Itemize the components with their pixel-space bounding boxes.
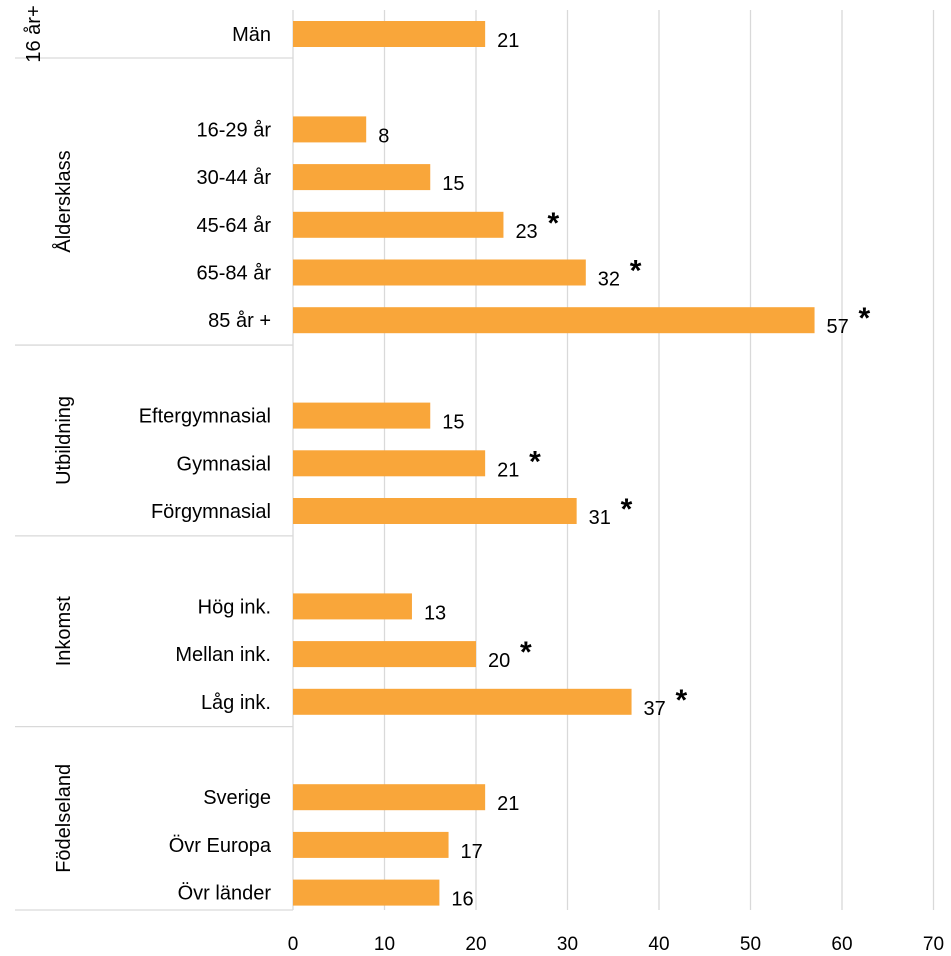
category-label: Hög ink. <box>198 596 271 618</box>
group-label: Utbildning <box>53 396 75 485</box>
data-label: 15 <box>442 412 464 434</box>
bar <box>293 498 577 524</box>
significance-marker: * <box>676 684 688 717</box>
bar <box>293 402 431 429</box>
category-label: Mellan ink. <box>175 644 271 666</box>
bar <box>293 21 486 47</box>
group-label: Åldersklass <box>52 150 75 252</box>
bar <box>293 641 476 668</box>
bar <box>293 784 486 811</box>
data-label: 16 <box>451 889 473 911</box>
data-label: 20 <box>488 650 510 672</box>
category-label: 30-44 år <box>197 167 272 189</box>
category-label: 65-84 år <box>197 263 272 285</box>
gridlines <box>15 10 935 911</box>
data-label: 17 <box>461 841 483 863</box>
x-tick-label: 40 <box>648 934 669 955</box>
category-label: Eftergymnasial <box>139 406 271 428</box>
bar <box>293 593 412 620</box>
category-label: 45-64 år <box>197 215 272 237</box>
significance-marker: * <box>547 207 559 240</box>
bar <box>293 879 440 906</box>
data-label: 31 <box>589 507 611 529</box>
significance-marker: * <box>630 255 642 288</box>
bar <box>293 450 486 477</box>
group-separators <box>15 57 293 728</box>
category-label: Övr länder <box>178 883 272 905</box>
data-label: 37 <box>644 698 666 720</box>
data-label: 13 <box>424 602 446 624</box>
data-label: 21 <box>497 30 519 52</box>
data-label: 21 <box>497 459 519 481</box>
category-label: Män <box>232 24 271 46</box>
significance-marker: * <box>520 636 532 669</box>
bar <box>293 259 586 286</box>
category-label: Sverige <box>203 787 271 809</box>
group-label: Födelseland <box>53 764 75 873</box>
category-label: Övr Europa <box>169 835 272 857</box>
x-tick-label: 50 <box>740 934 761 955</box>
x-tick-label: 20 <box>465 934 486 955</box>
data-label: 8 <box>378 125 389 147</box>
bar <box>293 307 815 334</box>
bar <box>293 116 367 143</box>
category-label: 16-29 år <box>197 119 272 141</box>
group-label: Inkomst <box>53 596 75 666</box>
significance-marker: * <box>859 302 871 335</box>
category-label: Låg ink. <box>201 692 271 714</box>
bars <box>293 21 815 906</box>
category-label: Förgymnasial <box>151 501 271 523</box>
bar <box>293 164 431 191</box>
x-tick-label: 60 <box>831 934 852 955</box>
labels: 0 10 20 30 40 50 60 70 Män 21 16 år+ 16-29 år 8 30-44… <box>23 5 944 955</box>
group-label: 16 år+ <box>23 5 45 62</box>
category-label: 85 år + <box>208 310 271 332</box>
significance-marker: * <box>621 493 633 526</box>
data-label: 32 <box>598 269 620 291</box>
bar <box>293 688 632 715</box>
significance-marker: * <box>529 445 541 478</box>
data-label: 23 <box>515 221 537 243</box>
x-tick-label: 30 <box>557 934 578 955</box>
data-label: 21 <box>497 793 519 815</box>
x-tick-label: 0 <box>288 934 299 955</box>
data-label: 57 <box>827 316 849 338</box>
x-tick-label: 10 <box>374 934 395 955</box>
bar <box>293 211 504 238</box>
x-tick-label: 70 <box>923 934 944 955</box>
category-label: Gymnasial <box>177 453 271 475</box>
data-label: 15 <box>442 173 464 195</box>
bar <box>293 831 449 858</box>
